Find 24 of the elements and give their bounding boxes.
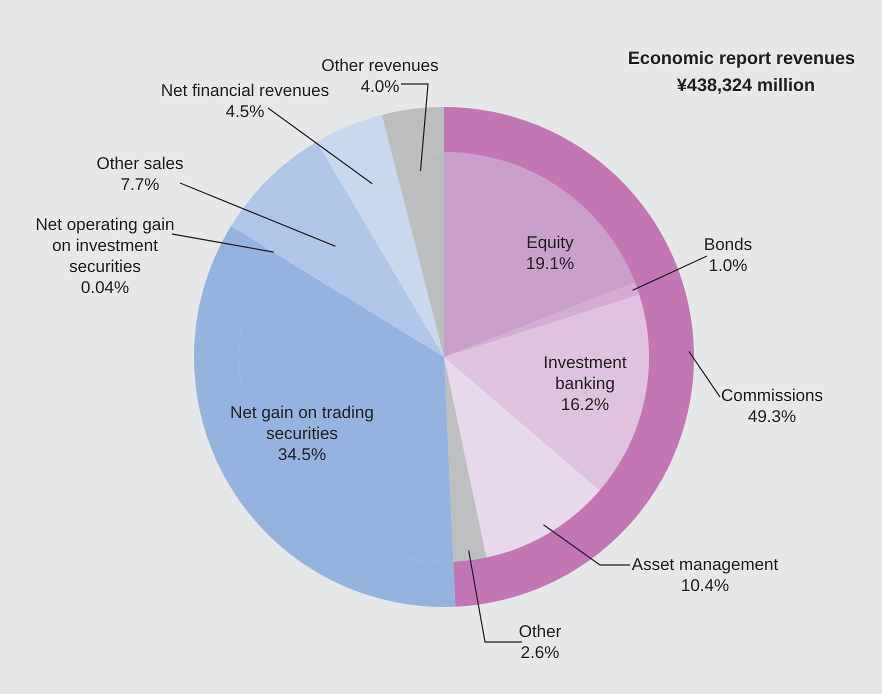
data-label: 2.6% bbox=[520, 643, 560, 662]
data-label: 34.5% bbox=[278, 445, 326, 464]
data-label: 4.0% bbox=[360, 77, 400, 96]
slice-label: Commissions bbox=[720, 386, 824, 405]
data-label: 16.2% bbox=[560, 395, 610, 414]
data-label: 1.0% bbox=[708, 256, 748, 275]
slice-label: Asset management bbox=[632, 555, 779, 574]
data-label: 10.4% bbox=[680, 576, 730, 595]
data-label: 7.7% bbox=[120, 175, 160, 194]
slice-label: Bonds bbox=[704, 235, 752, 254]
data-label: 0.04% bbox=[80, 278, 130, 297]
chart-title: Economic report revenues bbox=[628, 48, 855, 68]
slice-label: Equity bbox=[526, 233, 574, 252]
slice-label: Net financial revenues bbox=[160, 81, 330, 100]
data-label: 19.1% bbox=[526, 254, 574, 273]
text: ¥438,324 million bbox=[676, 75, 815, 95]
data-label: 4.5% bbox=[226, 102, 264, 121]
slice-label: Other sales bbox=[96, 154, 184, 173]
slice-label: Investment banking bbox=[543, 353, 627, 393]
slice-label: Other revenues bbox=[321, 56, 439, 75]
slice-label: Other bbox=[518, 622, 562, 641]
data-label: 49.3% bbox=[748, 407, 796, 426]
slice-label: Net operating gain on investment securities bbox=[36, 215, 174, 276]
slice-label: Net gain on trading securities bbox=[230, 403, 374, 443]
